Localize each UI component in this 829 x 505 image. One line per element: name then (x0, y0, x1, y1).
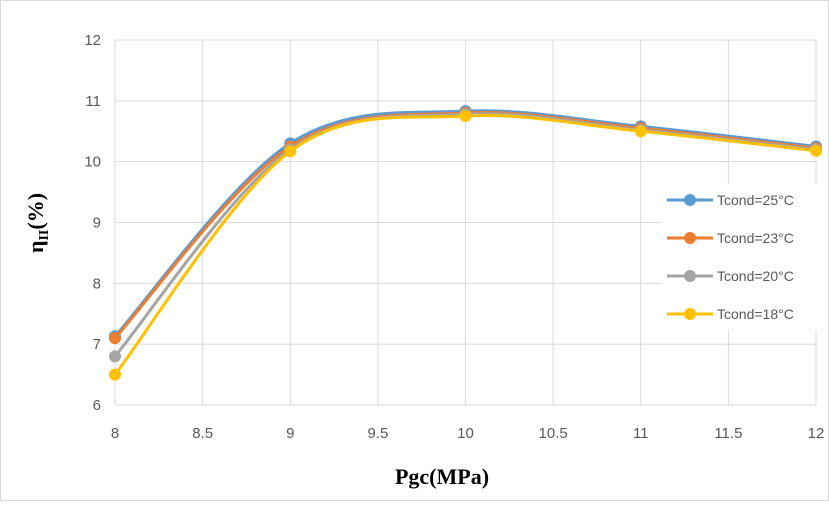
series-line (113, 114, 817, 376)
y-tick-label: 6 (93, 397, 101, 414)
legend-background (661, 184, 823, 330)
x-tick-label: 10.5 (539, 425, 568, 442)
gridlines (114, 39, 817, 406)
x-axis-title: Pgc(MPa) (395, 464, 489, 489)
series-marker (109, 368, 121, 381)
y-tick-label: 10 (84, 154, 101, 171)
y-tick-labels: 6 7 8 9 10 11 12 (84, 32, 101, 414)
x-tick-label: 8 (111, 425, 119, 442)
y-tick-label: 11 (85, 93, 101, 110)
y-tick-label: 9 (93, 215, 101, 232)
series-marker (810, 144, 822, 157)
y-axis-title-suffix: (%) (23, 193, 48, 230)
y-tick-label: 12 (84, 32, 101, 49)
series-marker (634, 125, 647, 138)
series-marker (109, 332, 121, 345)
x-tick-label: 8.5 (192, 425, 213, 442)
legend-marker (684, 232, 696, 244)
y-tick-label: 7 (93, 336, 101, 353)
legend-marker (684, 194, 696, 206)
legend-label: Tcond=23°C (717, 230, 794, 246)
x-tick-label: 11.5 (714, 425, 742, 442)
legend-marker (684, 270, 696, 282)
series-marker (459, 110, 472, 123)
legend: Tcond=25°C Tcond=23°C Tcond=20°C Tcond=18°C (661, 184, 823, 330)
series-marker (109, 350, 121, 363)
legend-label: Tcond=18°C (717, 306, 794, 322)
series-group (109, 105, 822, 381)
y-axis-title-subscript: II (37, 230, 52, 241)
x-tick-label: 9 (286, 425, 294, 442)
y-axis-title: ηII(%) (23, 193, 52, 253)
x-tick-label: 9.5 (367, 425, 388, 442)
x-tick-label: 11 (633, 425, 649, 442)
legend-label: Tcond=25°C (717, 192, 794, 208)
y-tick-label: 8 (93, 275, 101, 292)
x-tick-labels: 8 8.5 9 9.5 10 10.5 11 11.5 12 (111, 425, 825, 442)
x-tick-label: 12 (808, 425, 825, 442)
x-tick-label: 10 (457, 425, 474, 442)
legend-marker (684, 308, 696, 320)
y-axis-title-main: η (23, 241, 48, 254)
legend-label: Tcond=20°C (717, 268, 794, 284)
series-line (113, 109, 817, 338)
series-marker (284, 145, 297, 158)
